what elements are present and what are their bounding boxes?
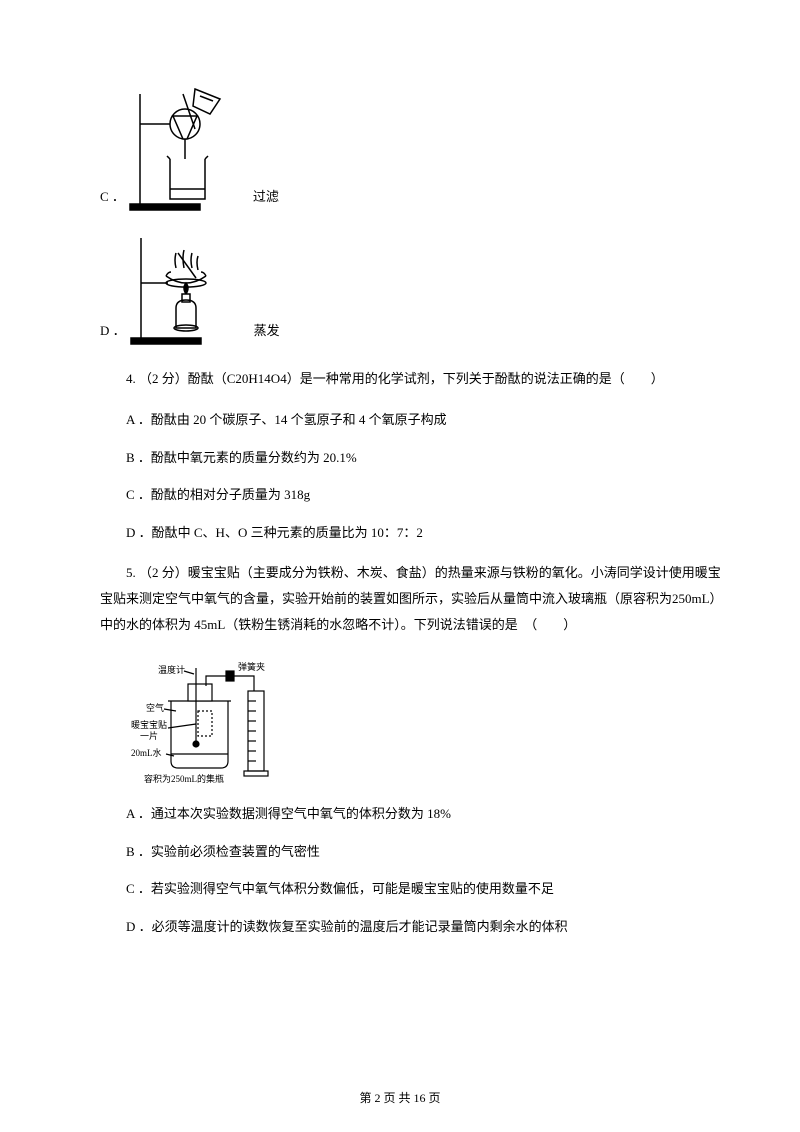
q4-option-c: C ．酚酞的相对分子质量为 318g: [100, 485, 725, 505]
label-warmer1: 暖宝宝贴: [131, 719, 167, 730]
q5-apparatus-diagram: 温度计 弹簧夹 空气 暖宝宝贴 一片 20mL水 容积为250mL的集瓶: [126, 656, 725, 786]
q5-option-a: A ．通过本次实验数据测得空气中氧气的体积分数为 18%: [100, 804, 725, 824]
option-c-text: 过滤: [253, 187, 279, 215]
q4-option-d: D ．酚酞中 C、H、O 三种元素的质量比为 10：7：2: [100, 523, 725, 543]
page-footer: 第 2 页 共 16 页: [0, 1089, 800, 1106]
option-c-label: C ．: [100, 187, 125, 215]
q5-stem: 5. （2 分）暖宝宝贴（主要成分为铁粉、木炭、食盐）的热量来源与铁粉的氧化。小…: [100, 560, 725, 638]
option-d-text: 蒸发: [254, 321, 280, 349]
q4-stem: 4. （2 分）酚酞（C20H14O4）是一种常用的化学试剂，下列关于酚酞的说法…: [100, 366, 725, 392]
label-water: 20mL水: [131, 747, 162, 758]
q4-option-b: B ．酚酞中氧元素的质量分数约为 20.1%: [100, 448, 725, 468]
label-air: 空气: [146, 702, 164, 713]
evaporation-diagram: [126, 228, 236, 348]
q4-option-a: A ．酚酞由 20 个碳原子、14 个氢原子和 4 个氧原子构成: [100, 410, 725, 430]
option-d-label: D ．: [100, 321, 126, 349]
q5-option-b: B ．实验前必须检查装置的气密性: [100, 842, 725, 862]
option-d-row: D ．: [100, 228, 725, 348]
label-clamp: 弹簧夹: [238, 661, 265, 672]
label-bottle: 容积为250mL的集瓶: [144, 773, 224, 784]
q5-option-d: D ．必须等温度计的读数恢复至实验前的温度后才能记录量筒内剩余水的体积: [100, 917, 725, 937]
filtration-diagram: [125, 84, 235, 214]
option-c-row: C ．: [100, 84, 725, 214]
label-warmer2: 一片: [140, 730, 158, 741]
label-thermo: 温度计: [158, 664, 185, 675]
q5-option-c: C ．若实验测得空气中氧气体积分数偏低，可能是暖宝宝贴的使用数量不足: [100, 879, 725, 899]
